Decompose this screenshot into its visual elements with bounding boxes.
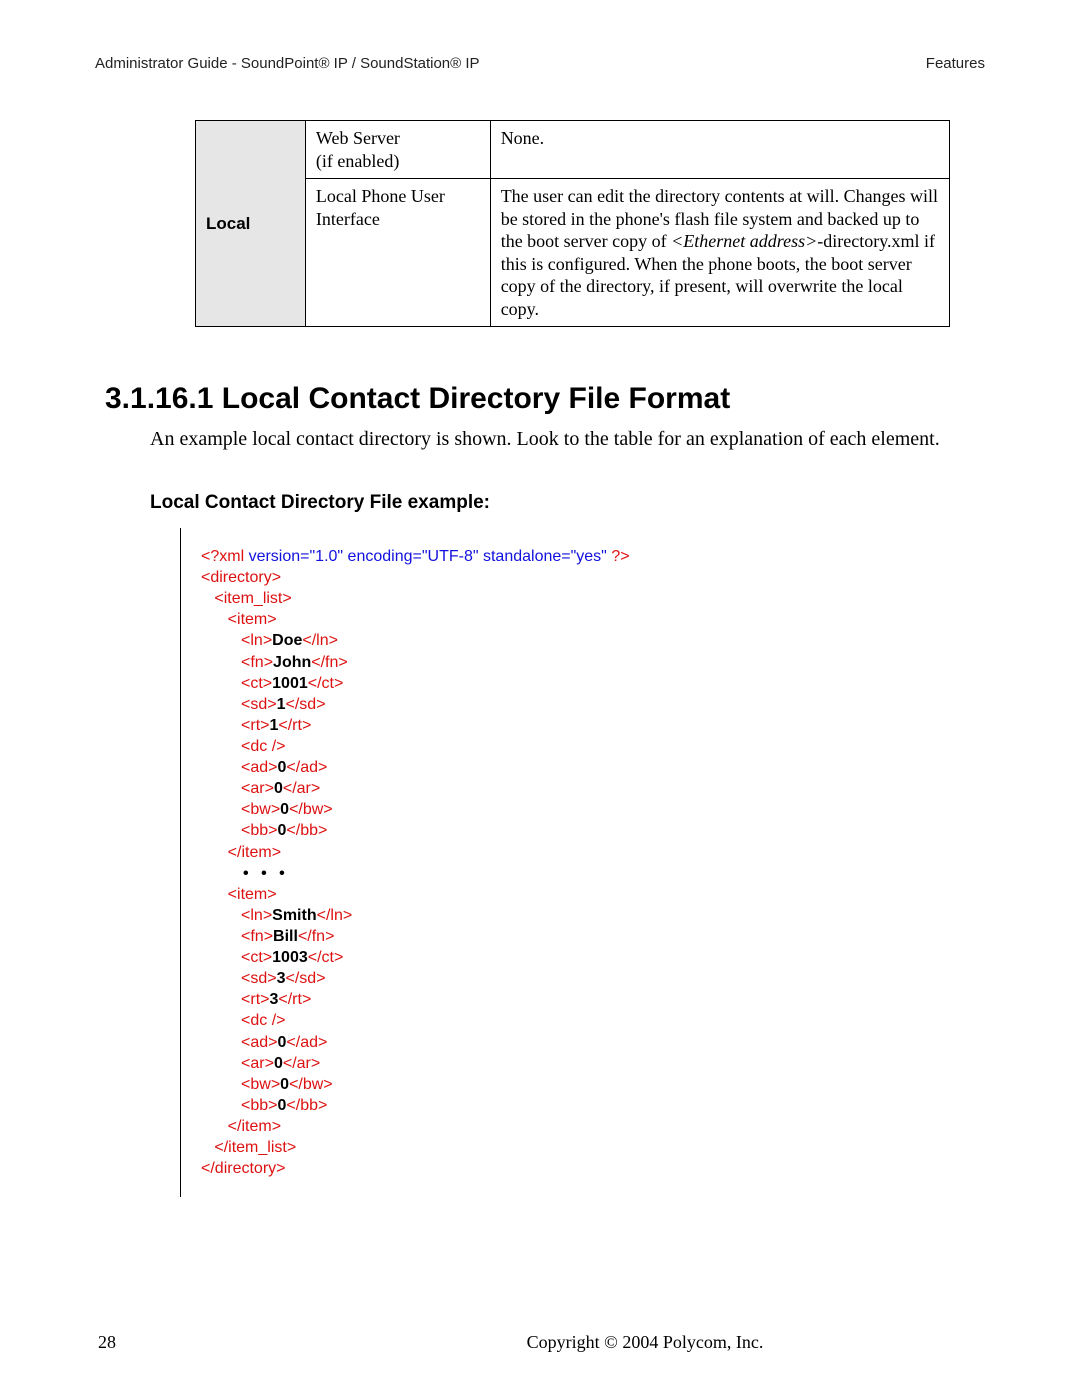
xml-tag: <sd>: [241, 696, 277, 713]
xml-tag: <ar>: [241, 780, 274, 797]
xml-tag: </ct>: [308, 949, 344, 966]
xml-tag: </bb>: [286, 1097, 327, 1114]
xml-tag: <item_list>: [214, 590, 291, 607]
cell-text: (if enabled): [316, 151, 399, 171]
section-paragraph: An example local contact directory is sh…: [150, 426, 970, 452]
cell-text: Local Phone User: [316, 186, 445, 206]
side-label: Local: [196, 121, 306, 327]
page-number: 28: [98, 1332, 168, 1353]
xml-tag: <fn>: [241, 928, 273, 945]
xml-val: 3: [277, 970, 286, 987]
xml-tag: <dc />: [241, 738, 285, 755]
xml-tag: </ar>: [283, 780, 320, 797]
cell-description: The user can edit the directory contents…: [490, 179, 949, 327]
xml-tag: </fn>: [298, 928, 334, 945]
xml-tag: <bb>: [241, 822, 277, 839]
xml-val: 1: [277, 696, 286, 713]
xml-tag: </ln>: [317, 907, 353, 924]
xml-tag: <rt>: [241, 717, 269, 734]
xml-tag: <dc />: [241, 1012, 285, 1029]
cell-local-ui: Local Phone User Interface: [305, 179, 490, 327]
xml-tag: <ln>: [241, 907, 272, 924]
ellipsis-icon: • • •: [241, 865, 289, 882]
xml-tag: <bb>: [241, 1097, 277, 1114]
header-left: Administrator Guide - SoundPoint® IP / S…: [95, 55, 480, 72]
local-table: Local Web Server (if enabled) None. Loca…: [195, 120, 950, 327]
xml-tag: <ar>: [241, 1055, 274, 1072]
xml-tag: <item>: [228, 611, 277, 628]
cell-text: Interface: [316, 209, 380, 229]
xml-val: 1003: [272, 949, 308, 966]
xml-tag: </bb>: [286, 822, 327, 839]
xml-val: 0: [274, 780, 283, 797]
xml-val: John: [273, 654, 311, 671]
cell-text: Web Server: [316, 128, 400, 148]
xml-val: 1001: [272, 675, 308, 692]
xml-tag: </rt>: [278, 717, 311, 734]
xml-val: 0: [274, 1055, 283, 1072]
header-right: Features: [926, 55, 985, 72]
page-header: Administrator Guide - SoundPoint® IP / S…: [95, 55, 985, 72]
xml-tag: </item>: [228, 844, 281, 861]
xml-tag: <ad>: [241, 1034, 277, 1051]
xml-tag: </bw>: [289, 1076, 333, 1093]
xml-tag: </directory>: [201, 1160, 285, 1177]
xml-tag: </ln>: [302, 632, 338, 649]
section-heading: 3.1.16.1 Local Contact Directory File Fo…: [105, 382, 985, 416]
xml-tag: </ar>: [283, 1055, 320, 1072]
xml-tag: <ad>: [241, 759, 277, 776]
xml-val: 0: [280, 1076, 289, 1093]
xml-val: 0: [280, 801, 289, 818]
xml-tag: <ct>: [241, 675, 272, 692]
xml-tag: <bw>: [241, 801, 280, 818]
page-footer: 28 Copyright © 2004 Polycom, Inc.: [0, 1332, 1080, 1353]
xml-tag: <ct>: [241, 949, 272, 966]
xml-tag: </sd>: [286, 970, 326, 987]
cell-italic: <Ethernet address>: [671, 231, 817, 251]
table-row: Local Web Server (if enabled) None.: [196, 121, 950, 179]
xml-val: Smith: [272, 907, 316, 924]
xml-attr: version="1.0" encoding="UTF-8" standalon…: [249, 548, 612, 565]
xml-tag: </bw>: [289, 801, 333, 818]
xml-tag: </ad>: [286, 759, 327, 776]
xml-tag: <rt>: [241, 991, 269, 1008]
xml-tag: </item>: [228, 1118, 281, 1135]
xml-tag: </ct>: [308, 675, 344, 692]
xml-tag: <fn>: [241, 654, 273, 671]
xml-tag: <item>: [228, 886, 277, 903]
xml-decl: <?xml: [201, 548, 249, 565]
xml-tag: </fn>: [311, 654, 347, 671]
xml-tag: <sd>: [241, 970, 277, 987]
xml-tag: </item_list>: [214, 1139, 296, 1156]
xml-val: Doe: [272, 632, 302, 649]
xml-tag: </sd>: [286, 696, 326, 713]
cell-webserver: Web Server (if enabled): [305, 121, 490, 179]
xml-tag: </rt>: [278, 991, 311, 1008]
xml-tag: </ad>: [286, 1034, 327, 1051]
table-row: Local Phone User Interface The user can …: [196, 179, 950, 327]
cell-none: None.: [490, 121, 949, 179]
copyright: Copyright © 2004 Polycom, Inc.: [308, 1332, 982, 1353]
xml-tag: <bw>: [241, 1076, 280, 1093]
xml-tag: <directory>: [201, 569, 281, 586]
xml-val: Bill: [273, 928, 298, 945]
xml-tag: <ln>: [241, 632, 272, 649]
xml-example: <?xml version="1.0" encoding="UTF-8" sta…: [180, 528, 985, 1197]
section-subtitle: Local Contact Directory File example:: [150, 492, 985, 514]
xml-decl: ?>: [611, 548, 629, 565]
